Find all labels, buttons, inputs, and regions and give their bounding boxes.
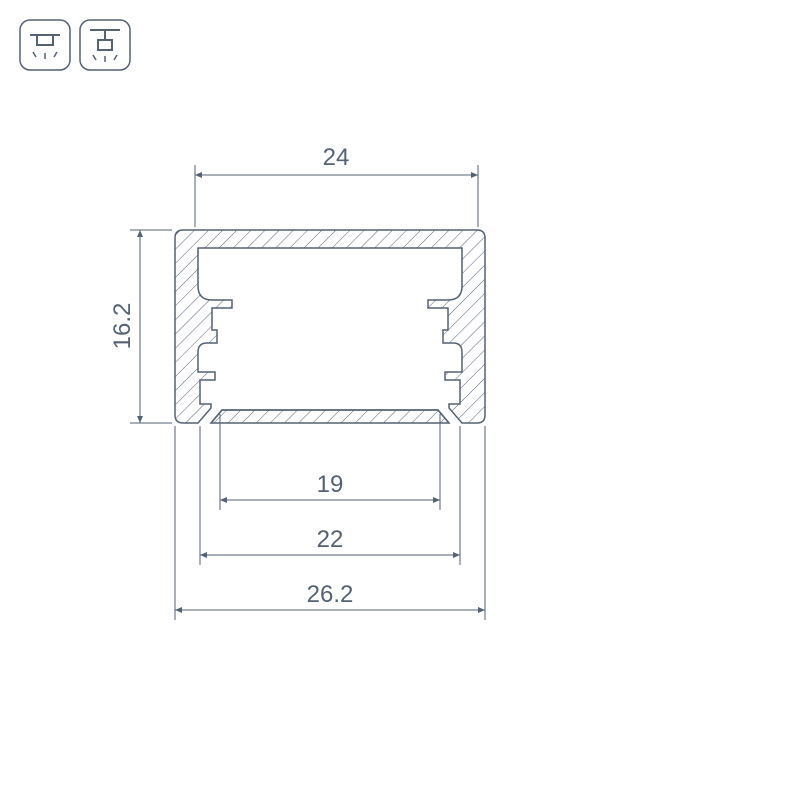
dim-label-19: 19: [317, 471, 344, 498]
surface-mount-icon: [20, 20, 70, 70]
dim-label-24: 24: [323, 144, 350, 171]
dimension-16-2: 16.2: [109, 230, 172, 423]
dimension-19: 19: [220, 414, 440, 510]
dim-label-16-2: 16.2: [109, 303, 136, 350]
profile-cross-section: [175, 230, 485, 423]
dimension-24: 24: [195, 144, 478, 227]
technical-drawing: 24 16.2 19 22 26.2: [0, 0, 800, 800]
pendant-mount-icon: [80, 20, 130, 70]
dimension-26-2: 26.2: [175, 426, 485, 620]
dim-label-22: 22: [317, 526, 344, 553]
dim-label-26-2: 26.2: [307, 581, 354, 608]
mount-icons: [20, 20, 130, 70]
